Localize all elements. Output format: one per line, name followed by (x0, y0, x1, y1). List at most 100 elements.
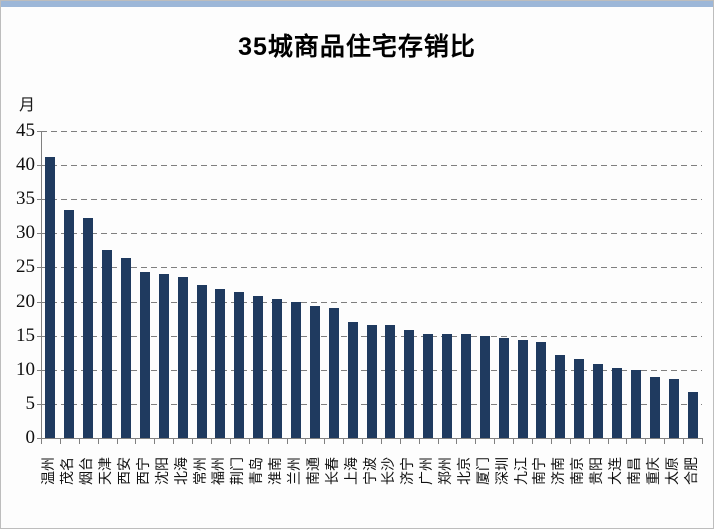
x-category-label-西安: 西安 (117, 457, 133, 485)
bar-郑州 (442, 334, 453, 438)
gridline-35 (41, 199, 702, 201)
x-category-label-合肥: 合肥 (684, 457, 700, 485)
bar-沈阳 (158, 273, 169, 438)
y-tick-label-30: 30 (16, 222, 35, 244)
bar-荆门 (234, 292, 245, 438)
x-category-label-长沙: 长沙 (382, 457, 398, 485)
x-category-label-深圳: 深圳 (495, 457, 511, 485)
x-tick-13 (286, 439, 288, 444)
x-category-label-茂名: 茂名 (61, 457, 77, 485)
y-tick-label-5: 5 (25, 392, 36, 414)
x-category-label-北京: 北京 (457, 457, 473, 485)
bar-北海 (177, 276, 188, 438)
x-tick-3 (97, 439, 99, 444)
bar-上海 (347, 322, 358, 438)
y-tick-20 (37, 301, 41, 303)
y-axis-line (41, 131, 42, 438)
x-tick-34 (683, 439, 685, 444)
bar-南宁 (536, 342, 547, 438)
x-category-label-淮南: 淮南 (269, 457, 285, 485)
x-category-label-兰州: 兰州 (287, 457, 303, 485)
bar-济南 (555, 355, 566, 438)
y-tick-10 (37, 369, 41, 371)
bar-宁波 (366, 324, 377, 438)
y-tick-label-15: 15 (16, 324, 35, 346)
bar-太原 (668, 379, 679, 438)
x-category-label-上海: 上海 (344, 457, 360, 485)
x-tick-25 (513, 439, 515, 444)
y-axis-unit-label: 月 (19, 97, 36, 114)
bar-南京 (574, 358, 585, 438)
x-category-label-南京: 南京 (571, 457, 587, 485)
bar-深圳 (498, 338, 509, 438)
x-tick-35 (702, 439, 703, 444)
x-category-label-南通: 南通 (306, 457, 322, 485)
bar-重庆 (649, 377, 660, 438)
y-tick-label-20: 20 (16, 290, 35, 312)
x-category-label-济宁: 济宁 (401, 457, 417, 485)
x-tick-1 (59, 439, 61, 444)
x-category-label-沈阳: 沈阳 (155, 457, 171, 485)
bar-温州 (45, 156, 56, 438)
x-tick-19 (399, 439, 401, 444)
bar-贵阳 (593, 363, 604, 438)
x-category-label-广州: 广州 (420, 457, 436, 485)
x-tick-6 (154, 439, 156, 444)
x-tick-17 (362, 439, 364, 444)
bar-福州 (215, 289, 226, 438)
x-category-label-重庆: 重庆 (646, 457, 662, 485)
gridline-40 (41, 165, 702, 167)
x-tick-20 (418, 439, 420, 444)
y-tick-25 (37, 267, 41, 269)
bar-九江 (517, 340, 528, 438)
x-tick-15 (324, 439, 326, 444)
x-tick-31 (626, 439, 628, 444)
bar-西宁 (139, 271, 150, 438)
x-category-label-大连: 大连 (609, 457, 624, 485)
y-tick-label-45: 45 (16, 120, 35, 141)
x-category-label-太原: 太原 (665, 457, 681, 485)
bar-厦门 (479, 336, 490, 438)
x-tick-8 (192, 439, 194, 444)
bar-北京 (460, 334, 471, 438)
x-category-label-常州: 常州 (193, 457, 209, 485)
x-category-label-烟台: 烟台 (80, 457, 96, 485)
bar-济宁 (404, 329, 415, 438)
x-category-label-西宁: 西宁 (136, 457, 152, 485)
x-tick-0 (41, 439, 42, 444)
x-tick-33 (664, 439, 666, 444)
x-tick-28 (569, 439, 571, 444)
x-tick-2 (78, 439, 80, 444)
x-category-label-长春: 长春 (325, 457, 341, 485)
x-category-label-南宁: 南宁 (533, 457, 549, 485)
x-tick-26 (532, 439, 534, 444)
x-tick-30 (607, 439, 609, 444)
gridline-45 (41, 131, 702, 132)
x-category-label-温州: 温州 (42, 457, 58, 485)
x-tick-24 (494, 439, 496, 444)
y-tick-30 (37, 233, 41, 235)
x-tick-18 (380, 439, 382, 444)
x-category-label-宁波: 宁波 (363, 457, 379, 485)
x-category-label-贵阳: 贵阳 (590, 457, 606, 485)
x-tick-16 (343, 439, 345, 444)
x-tick-23 (475, 439, 477, 444)
y-tick-label-35: 35 (16, 188, 35, 210)
gridline-25 (41, 267, 702, 269)
x-tick-21 (437, 439, 439, 444)
x-tick-27 (550, 439, 552, 444)
bar-大连 (612, 367, 622, 438)
window-top-strip (1, 1, 713, 7)
x-category-label-厦门: 厦门 (476, 457, 492, 485)
bar-常州 (196, 285, 207, 438)
x-tick-22 (456, 439, 458, 444)
x-category-label-天津: 天津 (99, 457, 115, 485)
bar-长沙 (385, 325, 396, 438)
x-category-label-福州: 福州 (212, 457, 228, 485)
gridline-30 (41, 233, 702, 235)
x-tick-12 (267, 439, 269, 444)
x-tick-11 (248, 439, 250, 444)
x-category-label-九江: 九江 (514, 457, 530, 485)
x-tick-4 (116, 439, 118, 444)
